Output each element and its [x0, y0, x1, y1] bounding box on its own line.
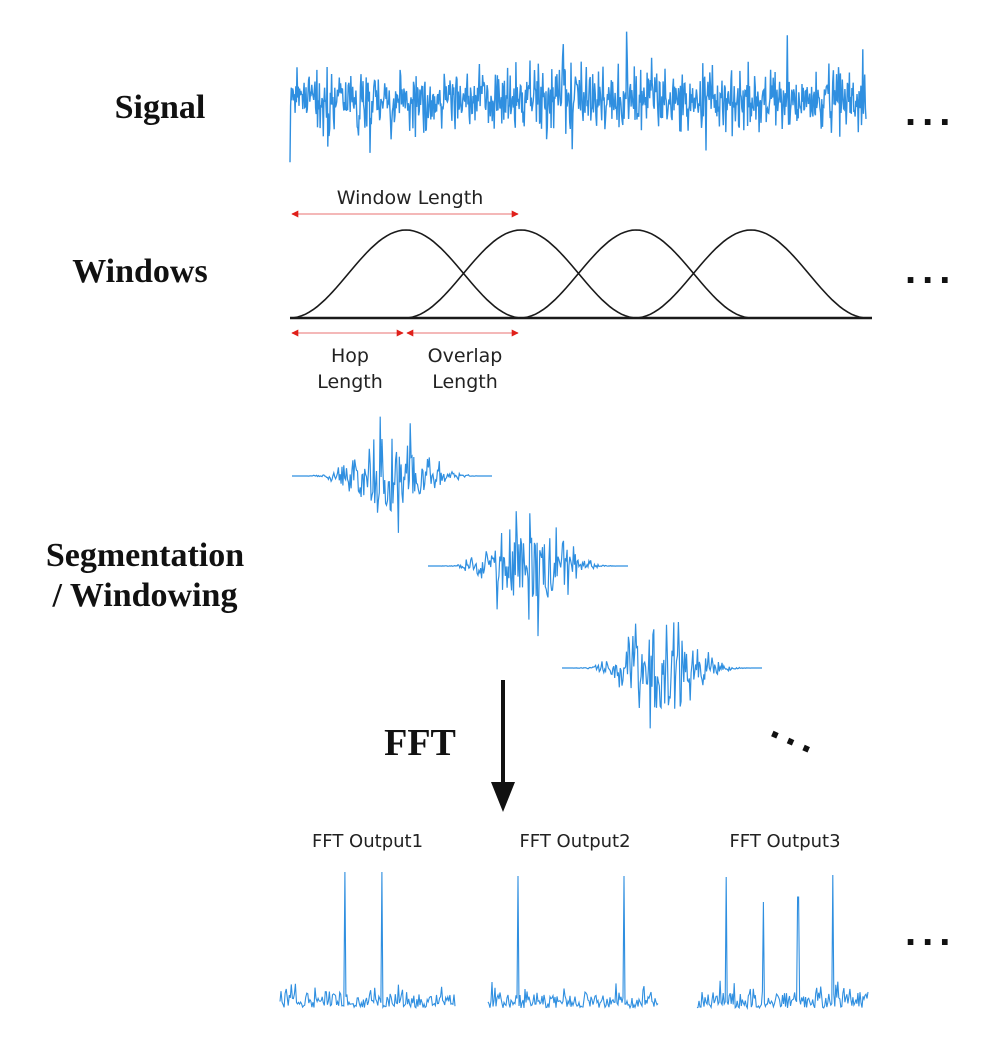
windows-label: Windows — [72, 253, 208, 290]
window-curve-2 — [404, 229, 638, 319]
fft-output1-label: FFT Output1 — [311, 831, 424, 852]
window-curve-3 — [519, 229, 753, 319]
fft-label: FFT — [384, 722, 456, 764]
overlap-length-label-line1: Overlap — [427, 345, 503, 367]
segmentation-label-line2: / Windowing — [52, 577, 238, 614]
outputs-ellipsis: ... — [905, 910, 957, 954]
fft-output2-label: FFT Output2 — [519, 831, 631, 852]
overlap-length-label-line2: Length — [432, 371, 498, 393]
signal-ellipsis: ... — [905, 90, 957, 134]
window-curve-4 — [634, 229, 868, 319]
windowed-segment-3 — [562, 621, 762, 729]
hop-length-label-line1: Hop — [331, 345, 369, 367]
fft-output3-label: FFT Output3 — [729, 831, 841, 852]
windowed-segment-1 — [292, 416, 492, 533]
fft-output1-spectrum — [279, 871, 456, 1009]
fft-output2-spectrum — [487, 875, 659, 1010]
fft-arrow-head — [491, 782, 515, 812]
segmentation-label-line1: Segmentation — [45, 537, 245, 574]
window-curve-1 — [289, 229, 523, 319]
window-length-label: Window Length — [336, 187, 484, 209]
hop-length-label-line2: Length — [317, 371, 383, 393]
signal-label: Signal — [114, 89, 206, 126]
windowed-segment-2 — [428, 511, 628, 637]
fft-output3-spectrum — [696, 874, 869, 1011]
signal-waveform — [289, 31, 867, 163]
windows-ellipsis: ... — [905, 248, 957, 292]
